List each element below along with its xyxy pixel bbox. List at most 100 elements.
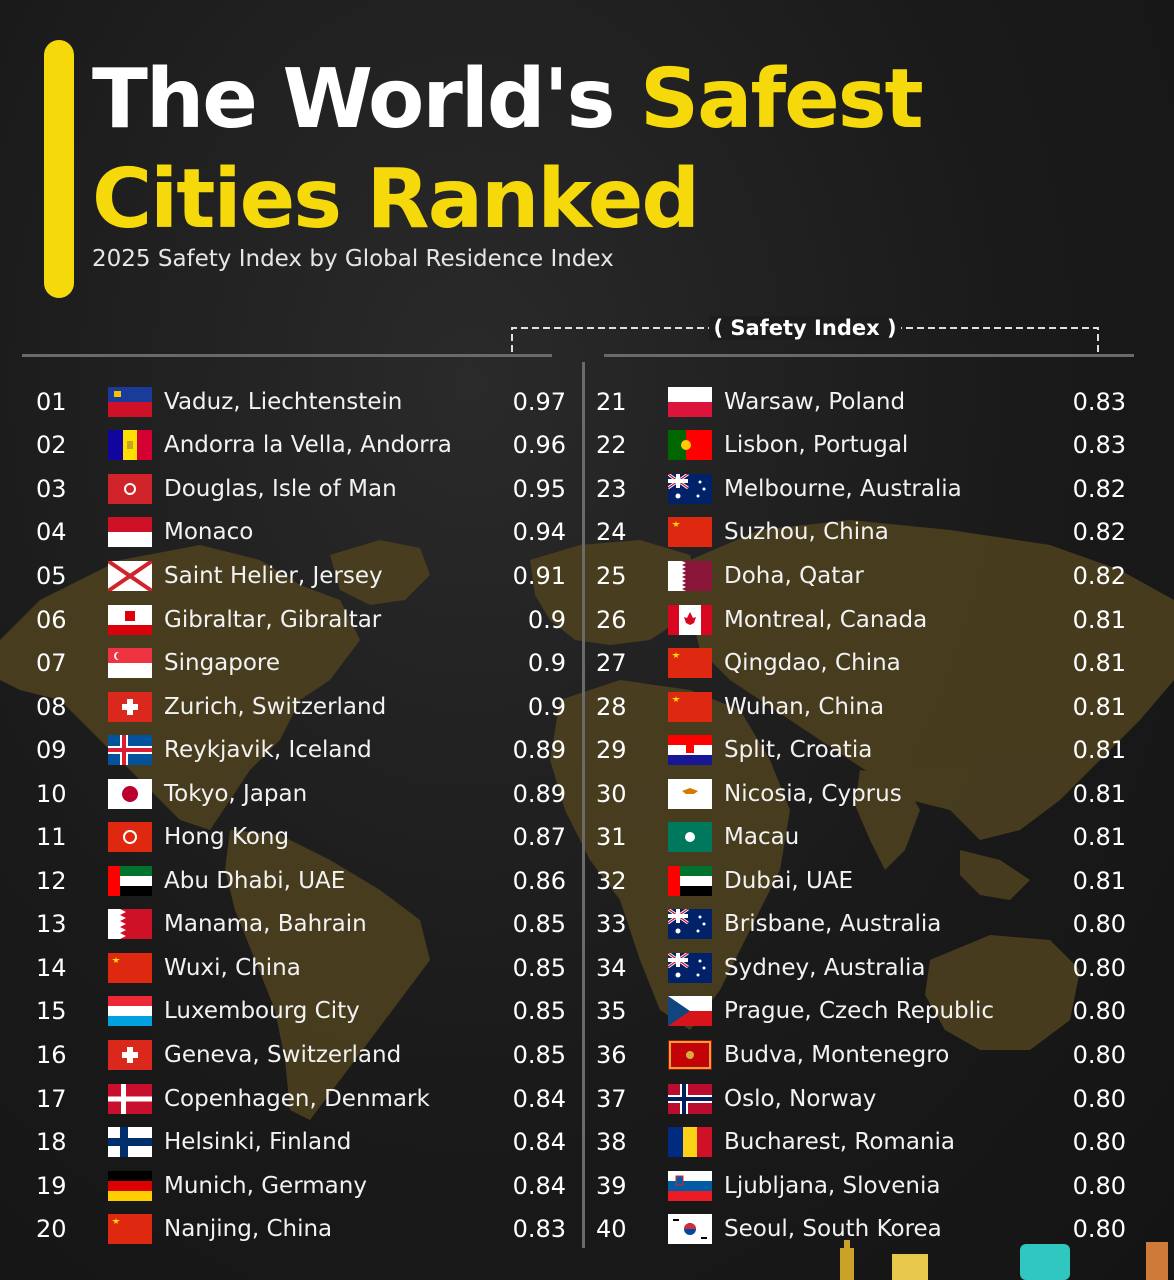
safety-score: 0.81 — [1072, 823, 1126, 852]
ranking-row: 24 Suzhou, China 0.82 — [596, 511, 1136, 555]
finland-flag-icon — [108, 1127, 152, 1158]
singapore-flag-icon — [108, 648, 152, 679]
safety-score: 0.9 — [527, 649, 566, 678]
safety-score: 0.89 — [512, 779, 566, 808]
safety-score: 0.80 — [1072, 953, 1126, 982]
safety-score: 0.9 — [527, 605, 566, 634]
ranking-row: 34 Sydney, Australia 0.80 — [596, 946, 1136, 990]
safety-score: 0.91 — [512, 561, 566, 590]
ranking-row: 25 Doha, Qatar 0.82 — [596, 554, 1136, 598]
safety-score: 0.97 — [512, 387, 566, 416]
ranking-row: 14 Wuxi, China 0.85 — [36, 946, 576, 990]
ranking-row: 30 Nicosia, Cyprus 0.81 — [596, 772, 1136, 816]
rank-number: 36 — [596, 1040, 627, 1069]
rank-number: 21 — [596, 387, 627, 416]
china-flag-icon — [108, 1214, 152, 1245]
rank-number: 40 — [596, 1215, 627, 1244]
city-name: Helsinki, Finland — [164, 1129, 352, 1156]
ranking-row: 18 Helsinki, Finland 0.84 — [36, 1120, 576, 1164]
macau-flag-icon — [668, 822, 712, 853]
city-name: Budva, Montenegro — [724, 1041, 950, 1068]
safety-score: 0.9 — [527, 692, 566, 721]
ranking-row: 36 Budva, Montenegro 0.80 — [596, 1033, 1136, 1077]
city-name: Ljubljana, Slovenia — [724, 1172, 941, 1199]
china-flag-icon — [668, 517, 712, 548]
safety-score: 0.81 — [1072, 866, 1126, 895]
city-name: Geneva, Switzerland — [164, 1041, 402, 1068]
rank-number: 18 — [36, 1128, 67, 1157]
city-name: Qingdao, China — [724, 650, 901, 677]
liechtenstein-flag-icon — [108, 386, 152, 417]
rank-number: 37 — [596, 1084, 627, 1113]
safety-score: 0.82 — [1072, 518, 1126, 547]
safety-score: 0.81 — [1072, 779, 1126, 808]
ranking-column-right: 21 Warsaw, Poland 0.83 22 Lisbon, Portugal 0.… — [596, 380, 1136, 1251]
ranking-row: 33 Brisbane, Australia 0.80 — [596, 903, 1136, 947]
ranking-row: 40 Seoul, South Korea 0.80 — [596, 1207, 1136, 1251]
left-header-rule — [22, 354, 552, 357]
norway-flag-icon — [668, 1083, 712, 1114]
safety-score: 0.81 — [1072, 736, 1126, 765]
ranking-row: 22 Lisbon, Portugal 0.83 — [596, 424, 1136, 468]
city-name: Dubai, UAE — [724, 867, 854, 894]
city-name: Montreal, Canada — [724, 606, 928, 633]
city-name: Macau — [724, 824, 800, 851]
city-name: Nicosia, Cyprus — [724, 780, 902, 807]
safety-score: 0.86 — [512, 866, 566, 895]
ranking-row: 35 Prague, Czech Republic 0.80 — [596, 990, 1136, 1034]
city-name: Vaduz, Liechtenstein — [164, 388, 403, 415]
title-yellow-part-1: Safest — [640, 52, 924, 147]
city-name: Doha, Qatar — [724, 562, 864, 589]
city-name: Nanjing, China — [164, 1216, 333, 1243]
switzerland-flag-icon — [108, 1039, 152, 1070]
denmark-flag-icon — [108, 1083, 152, 1114]
safety-index-label: ( Safety Index ) — [709, 316, 901, 340]
safety-score: 0.84 — [512, 1084, 566, 1113]
safety-index-bracket — [511, 327, 1099, 352]
column-divider — [582, 362, 585, 1248]
safety-score: 0.80 — [1072, 1215, 1126, 1244]
germany-flag-icon — [108, 1170, 152, 1201]
ranking-row: 09 Reykjavik, Iceland 0.89 — [36, 728, 576, 772]
hong-kong-flag-icon — [108, 822, 152, 853]
ranking-row: 26 Montreal, Canada 0.81 — [596, 598, 1136, 642]
city-name: Andorra la Vella, Andorra — [164, 432, 452, 459]
safety-score: 0.85 — [512, 1040, 566, 1069]
city-name: Gibraltar, Gibraltar — [164, 606, 382, 633]
ranking-row: 13 Manama, Bahrain 0.85 — [36, 903, 576, 947]
city-name: Melbourne, Australia — [724, 475, 962, 502]
safety-score: 0.80 — [1072, 910, 1126, 939]
safety-score: 0.89 — [512, 736, 566, 765]
ranking-row: 38 Bucharest, Romania 0.80 — [596, 1120, 1136, 1164]
slovenia-flag-icon — [668, 1170, 712, 1201]
australia-flag-icon — [668, 909, 712, 940]
safety-score: 0.87 — [512, 823, 566, 852]
rank-number: 17 — [36, 1084, 67, 1113]
city-name: Tokyo, Japan — [164, 780, 308, 807]
city-name: Reykjavik, Iceland — [164, 737, 372, 764]
city-name: Munich, Germany — [164, 1172, 367, 1199]
safety-score: 0.80 — [1072, 997, 1126, 1026]
rank-number: 34 — [596, 953, 627, 982]
city-name: Wuxi, China — [164, 954, 301, 981]
safety-score: 0.85 — [512, 997, 566, 1026]
ranking-row: 12 Abu Dhabi, UAE 0.86 — [36, 859, 576, 903]
monaco-flag-icon — [108, 517, 152, 548]
rank-number: 38 — [596, 1128, 627, 1157]
rank-number: 16 — [36, 1040, 67, 1069]
rank-number: 32 — [596, 866, 627, 895]
city-name: Luxembourg City — [164, 998, 360, 1025]
ranking-row: 15 Luxembourg City 0.85 — [36, 990, 576, 1034]
luxembourg-flag-icon — [108, 996, 152, 1027]
ranking-row: 08 Zurich, Switzerland 0.9 — [36, 685, 576, 729]
city-name: Manama, Bahrain — [164, 911, 367, 938]
city-name: Copenhagen, Denmark — [164, 1085, 430, 1112]
gibraltar-flag-icon — [108, 604, 152, 635]
ranking-row: 05 Saint Helier, Jersey 0.91 — [36, 554, 576, 598]
rank-number: 02 — [36, 431, 67, 460]
rank-number: 25 — [596, 561, 627, 590]
rank-number: 08 — [36, 692, 67, 721]
ranking-row: 03 Douglas, Isle of Man 0.95 — [36, 467, 576, 511]
isle-of-man-flag-icon — [108, 473, 152, 504]
safety-score: 0.81 — [1072, 605, 1126, 634]
